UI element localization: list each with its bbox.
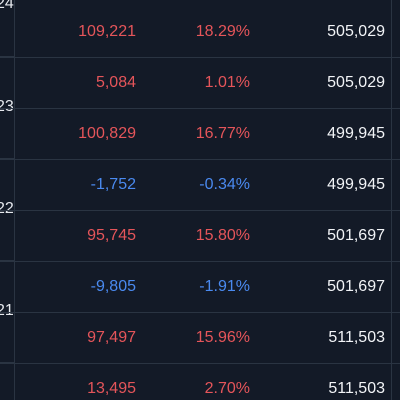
total-value: 501,697 [327,227,385,244]
change-rate: 15.96% [195,329,250,346]
column-divider-right [391,0,392,400]
table-row[interactable]: 100,829 16.77% 499,945 [0,108,400,160]
change-value: -1,752 [90,176,136,193]
total-value: 511,503 [328,380,385,397]
table-row[interactable]: -9,805 -1.91% 501,697 [0,261,400,313]
change-value: 97,497 [87,329,136,346]
group-separator [0,56,14,57]
change-value: 109,221 [78,23,136,40]
change-rate: 1.01% [204,74,250,91]
total-value: 505,029 [327,74,385,91]
total-value: 499,945 [327,125,385,142]
column-divider-left [14,0,15,400]
change-value: 13,495 [87,380,136,397]
change-value: -9,805 [90,278,136,295]
group-separator [0,260,14,261]
change-value: 5,084 [95,74,136,91]
table-row[interactable]: 13,495 2.70% 511,503 [0,363,400,400]
table-row[interactable]: 5,084 1.01% 505,029 [0,57,400,109]
group-separator [0,362,14,363]
year-label: 24 [0,0,14,12]
table-row[interactable]: -1,752 -0.34% 499,945 [0,159,400,211]
year-label: 21 [0,302,14,319]
year-label: 23 [0,98,14,115]
total-value: 499,945 [327,176,385,193]
total-value: 501,697 [327,278,385,295]
change-rate: 16.77% [195,125,250,142]
change-rate: 15.80% [195,227,250,244]
total-value: 511,503 [328,329,385,346]
group-separator [0,158,14,159]
table-row[interactable]: 97,497 15.96% 511,503 [0,312,400,364]
year-label: 22 [0,200,14,217]
change-rate: -0.34% [199,176,250,193]
total-value: 505,029 [327,23,385,40]
change-value: 100,829 [78,125,136,142]
change-rate: 2.70% [204,380,250,397]
change-rate: 18.29% [195,23,250,40]
table-row[interactable]: 95,745 15.80% 501,697 [0,210,400,262]
change-value: 95,745 [87,227,136,244]
change-rate: -1.91% [199,278,250,295]
table-row[interactable]: 109,221 18.29% 505,029 [0,6,400,58]
